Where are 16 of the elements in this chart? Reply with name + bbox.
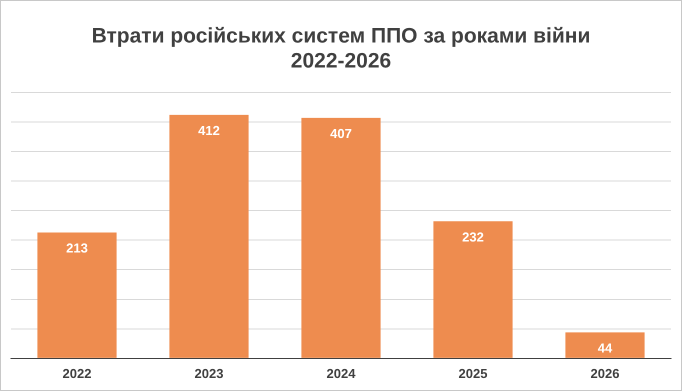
data-label: 412 — [198, 122, 220, 138]
data-label: 213 — [66, 240, 88, 256]
bar — [169, 114, 249, 358]
x-tick-label: 2026 — [590, 366, 620, 381]
bar — [433, 221, 513, 358]
data-label: 407 — [330, 126, 352, 141]
bar — [301, 118, 381, 358]
data-label: 44 — [598, 340, 613, 356]
data-label: 232 — [462, 229, 484, 244]
x-tick-label: 2022 — [62, 366, 92, 381]
x-tick-label: 2024 — [326, 366, 356, 381]
chart-title: Втрати російських систем ППО за роками війни 2022-2026 — [92, 24, 590, 73]
x-tick-label: 2025 — [458, 366, 488, 381]
bar — [565, 332, 645, 358]
bar — [37, 232, 117, 358]
x-tick-label: 2023 — [194, 366, 224, 381]
